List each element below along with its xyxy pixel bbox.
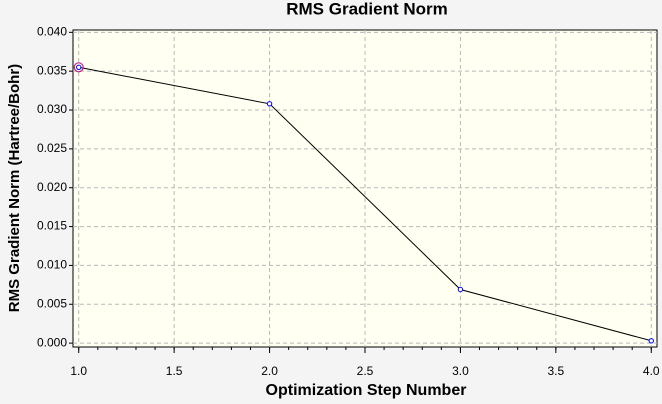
- x-tick-label: 3.5: [548, 364, 565, 378]
- x-tick-label: 1.0: [70, 364, 87, 378]
- y-tick-label: 0.040: [37, 25, 67, 39]
- x-axis-label: Optimization Step Number: [266, 382, 467, 399]
- y-tick-label: 0.025: [37, 141, 67, 155]
- point: [648, 338, 654, 344]
- y-axis-label: RMS Gradient Norm (Hartree/Bohr): [6, 64, 23, 312]
- x-tick-label: 3.0: [452, 364, 469, 378]
- y-tick-label: 0.015: [37, 219, 67, 233]
- y-tick-label: 0.030: [37, 102, 67, 116]
- x-tick-label: 4.0: [643, 364, 660, 378]
- y-tick-label: 0.035: [37, 63, 67, 77]
- y-tick-label: 0.005: [37, 296, 67, 310]
- x-tick-label: 1.5: [166, 364, 183, 378]
- chart-title: RMS Gradient Norm: [286, 0, 448, 18]
- highlight-marker: [73, 62, 84, 73]
- y-tick-label: 0.020: [37, 180, 67, 194]
- y-tick-label: 0.010: [37, 258, 67, 272]
- point: [76, 64, 82, 70]
- line: [78, 66, 652, 342]
- x-tick-label: 2.5: [357, 364, 374, 378]
- y-tick-label: 0.000: [37, 335, 67, 349]
- point: [266, 101, 273, 107]
- x-tick-label: 2.0: [261, 364, 278, 378]
- point: [457, 286, 464, 293]
